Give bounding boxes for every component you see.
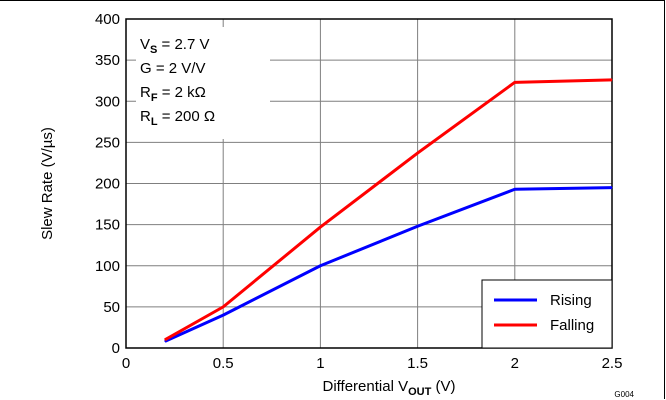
condition-line: VS = 2.7 V [140,36,209,56]
x-axis-label-main: Differential V [322,378,408,395]
data-point-falling [319,226,321,228]
y-axis-ticks: 0 50 100 150 200 250 300 350 400 [95,11,120,357]
x-axis-label: Differential VOUT (V) [322,378,455,398]
series-layer [164,78,613,343]
x-tick-label: 0.5 [213,355,234,372]
y-axis-label: Slew Rate (V/µs) [39,127,56,240]
plot-area [125,18,613,349]
y-tick-label: 150 [95,217,120,234]
figure-code: G004 [614,390,634,399]
x-tick-label: 1 [316,355,324,372]
legend-label-rising: Rising [550,292,592,309]
x-axis-label-unit: (V) [431,378,455,395]
conditions-box: VS = 2.7 V G = 2 V/V RF = 2 kΩ RL = 200 Ω [136,27,270,139]
y-tick-label: 100 [95,258,120,275]
data-point-rising [319,265,321,267]
data-point-rising [164,340,166,342]
y-tick-label: 250 [95,134,120,151]
series-line-rising [164,186,613,343]
legend-label-falling: Falling [550,317,594,334]
conditions-backdrop [136,27,270,139]
y-tick-label: 200 [95,176,120,193]
y-tick-label: 0 [112,340,120,357]
series-line-falling [164,78,613,342]
x-axis-ticks: 0 0.5 1 1.5 2 2.5 [122,355,623,372]
data-point-rising [514,188,516,190]
data-point-rising [417,225,419,227]
y-tick-label: 400 [95,11,120,28]
y-tick-label: 50 [103,299,120,316]
x-tick-label: 0 [122,355,130,372]
data-point-falling [514,81,516,83]
condition-line: RF = 2 kΩ [140,84,206,104]
data-point-falling [611,79,613,81]
data-point-falling [222,306,224,308]
data-point-falling [164,339,166,341]
x-tick-label: 1.5 [407,355,428,372]
data-point-falling [417,152,419,154]
data-point-rising [611,187,613,189]
legend: Rising Falling [481,279,613,349]
y-tick-label: 350 [95,52,120,69]
condition-line: G = 2 V/V [140,60,205,77]
y-tick-label: 300 [95,93,120,110]
x-tick-label: 2 [511,355,519,372]
condition-line: RL = 200 Ω [140,108,215,128]
x-axis-label-sub: OUT [408,386,432,398]
legend-box [481,279,613,349]
grid [126,19,612,348]
x-tick-label: 2.5 [602,355,623,372]
data-point-rising [222,314,224,316]
